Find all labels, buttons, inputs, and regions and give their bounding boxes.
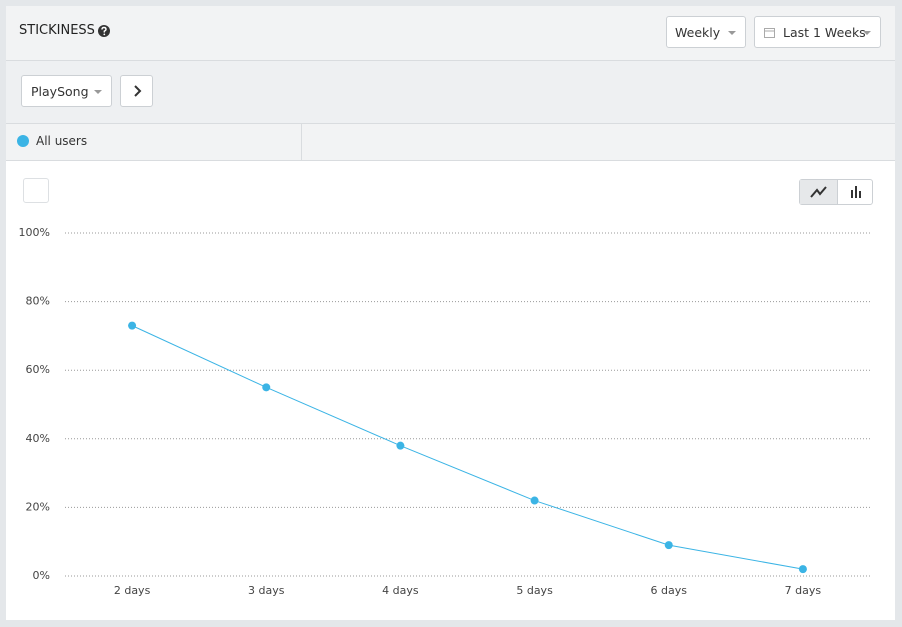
line-toggle[interactable] <box>800 180 838 204</box>
point <box>262 383 271 392</box>
y-tick-label: 80% <box>26 295 50 308</box>
y-tick-label: 0% <box>33 569 50 582</box>
x-tick-label: 3 days <box>248 584 285 597</box>
bar-toggle[interactable] <box>838 180 874 204</box>
x-tick-label: 7 days <box>785 584 822 597</box>
header-bar <box>6 6 895 61</box>
x-tick-label: 2 days <box>114 584 151 597</box>
point <box>530 496 539 505</box>
y-tick-label: 20% <box>26 500 50 513</box>
help-icon[interactable] <box>98 25 110 37</box>
y-tick-label: 60% <box>26 363 50 376</box>
line <box>131 325 804 570</box>
divider <box>301 124 302 161</box>
y-tick-label: 40% <box>26 432 50 445</box>
point <box>128 321 137 330</box>
interval-dropdown[interactable]: Weekly <box>666 16 746 48</box>
legend-bar <box>6 124 895 161</box>
point <box>798 565 807 574</box>
chart-panel <box>6 161 895 620</box>
point <box>664 541 673 550</box>
calendar-icon <box>764 28 775 38</box>
x-tick-label: 6 days <box>651 584 688 597</box>
line-icon <box>810 186 827 198</box>
title: STICKINESS <box>19 23 95 38</box>
legend-label[interactable]: All users <box>36 134 88 148</box>
event-dropdown[interactable]: PlaySong <box>21 75 112 107</box>
interval-label: Weekly <box>675 24 721 40</box>
chevron-icon <box>134 85 142 97</box>
y-tick-label: 100% <box>19 226 50 239</box>
next-button[interactable] <box>120 75 153 107</box>
settings-button[interactable] <box>23 178 49 203</box>
toolbar <box>6 61 895 124</box>
event-label: PlaySong <box>31 83 89 99</box>
x-tick-label: 4 days <box>382 584 419 597</box>
point <box>396 441 405 450</box>
range-dropdown[interactable]: Last 1 Weeks <box>754 16 881 48</box>
range-label: Last 1 Weeks <box>783 24 866 40</box>
x-tick-label: 5 days <box>516 584 553 597</box>
bar-icon <box>851 186 861 198</box>
legend-dot <box>17 135 29 147</box>
chart-type-toggle <box>799 179 873 205</box>
